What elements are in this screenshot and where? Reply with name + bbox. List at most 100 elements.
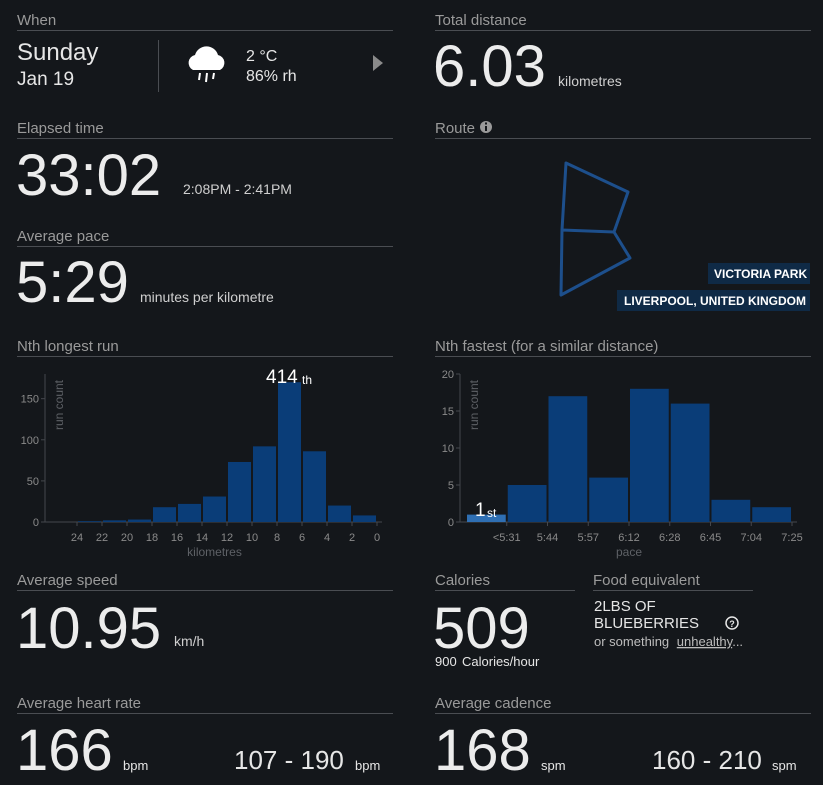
y-tick-label: 150	[21, 394, 39, 406]
x-tick-label: 24	[71, 532, 83, 544]
y-tick-label: 50	[27, 476, 39, 488]
calories-rate: 900	[435, 654, 457, 669]
annotation-suffix: st	[487, 506, 497, 520]
place-tag	[708, 263, 810, 284]
info-icon[interactable]	[480, 121, 492, 133]
x-tick-label: 18	[146, 532, 158, 544]
svg-text:?: ?	[729, 619, 735, 629]
x-tick-label: 8	[274, 532, 280, 544]
x-tick-label: 6:28	[659, 532, 680, 544]
bar	[253, 446, 276, 522]
bar	[630, 388, 669, 522]
y-tick-label: 10	[442, 443, 454, 455]
section-label: Calories	[435, 572, 490, 589]
section-label: Food equivalent	[593, 572, 701, 589]
bar	[303, 451, 326, 522]
bar	[278, 382, 301, 522]
next-arrow[interactable]	[373, 55, 383, 71]
y-tick-label: 20	[442, 369, 454, 381]
annotation: 414	[266, 367, 298, 388]
distance-unit: kilometres	[558, 73, 622, 89]
section-label: Total distance	[435, 12, 527, 29]
section-label: When	[17, 12, 56, 29]
bar	[128, 519, 151, 522]
bar	[353, 515, 376, 522]
bar	[711, 499, 751, 522]
section-label: Average pace	[17, 228, 109, 245]
bar	[589, 477, 628, 522]
place-tag	[617, 290, 810, 311]
distance-value: 6.03	[433, 34, 546, 99]
bar	[228, 461, 251, 522]
x-tick-label: 14	[196, 532, 208, 544]
route-map	[559, 161, 632, 297]
food-line: 2LBS OF	[594, 598, 656, 615]
speed-value: 10.95	[16, 596, 161, 661]
pace-value: 5:29	[16, 250, 129, 315]
cadence-value: 168	[434, 718, 531, 783]
speed-unit: km/h	[174, 633, 204, 649]
note-text: ...	[732, 634, 743, 649]
y-tick-label: 0	[33, 517, 39, 529]
annotation-suffix: th	[302, 373, 312, 387]
bar	[78, 521, 101, 522]
time-range: 2:08PM - 2:41PM	[183, 181, 292, 197]
date: Jan 19	[17, 69, 74, 90]
x-axis-label: pace	[616, 545, 642, 559]
section-label: Nth fastest (for a similar distance)	[435, 338, 658, 355]
bar	[467, 514, 506, 522]
heart-unit: bpm	[123, 758, 148, 773]
x-tick-label: 10	[246, 532, 258, 544]
x-tick-label: 5:44	[537, 532, 558, 544]
section-label: Elapsed time	[17, 120, 104, 137]
note-link[interactable]: unhealthy	[677, 634, 734, 649]
bar	[153, 507, 176, 522]
cadence-range: 160 - 210	[652, 745, 762, 775]
y-axis-label: run count	[52, 379, 66, 430]
place-name: LIVERPOOL, UNITED KINGDOM	[624, 294, 806, 308]
food-note: or something unhealthy...	[594, 634, 743, 649]
food-line: BLUEBERRIES	[594, 615, 699, 632]
y-tick-label: 100	[21, 435, 39, 447]
heart-value: 166	[16, 718, 113, 783]
heart-range: 107 - 190	[234, 745, 344, 775]
help-icon[interactable]: ?	[725, 616, 739, 630]
section-label: Average heart rate	[17, 695, 141, 712]
y-tick-label: 5	[448, 480, 454, 492]
x-tick-label: 5:57	[578, 532, 599, 544]
section-label: Average speed	[17, 572, 118, 589]
cadence-unit: spm	[541, 758, 566, 773]
section-label: Route	[435, 120, 475, 137]
elapsed-value: 33:02	[16, 143, 161, 208]
bar	[548, 396, 588, 522]
note-text: or something	[594, 634, 669, 649]
x-tick-label: 7:04	[741, 532, 762, 544]
x-tick-label: 16	[171, 532, 183, 544]
weather-icon	[188, 46, 225, 83]
bar	[178, 503, 201, 522]
bar	[670, 403, 710, 522]
place-name: VICTORIA PARK	[714, 267, 807, 281]
x-tick-label: <5:31	[493, 532, 521, 544]
bar	[103, 520, 126, 522]
calories-value: 509	[433, 596, 530, 661]
x-tick-label: 4	[324, 532, 330, 544]
x-tick-label: 6:45	[700, 532, 721, 544]
x-tick-label: 7:25	[781, 532, 802, 544]
y-axis-label: run count	[467, 379, 481, 430]
x-tick-label: 12	[221, 532, 233, 544]
calories-rate-unit: Calories/hour	[462, 654, 540, 669]
bar	[203, 496, 226, 522]
x-tick-label: 0	[374, 532, 380, 544]
bar	[752, 507, 791, 522]
section-label: Average cadence	[435, 695, 551, 712]
humidity: 86% rh	[246, 68, 297, 85]
x-tick-label: 20	[121, 532, 133, 544]
x-axis-label: kilometres	[187, 545, 242, 559]
y-tick-label: 15	[442, 406, 454, 418]
day: Sunday	[17, 39, 98, 66]
x-tick-label: 6:12	[618, 532, 639, 544]
